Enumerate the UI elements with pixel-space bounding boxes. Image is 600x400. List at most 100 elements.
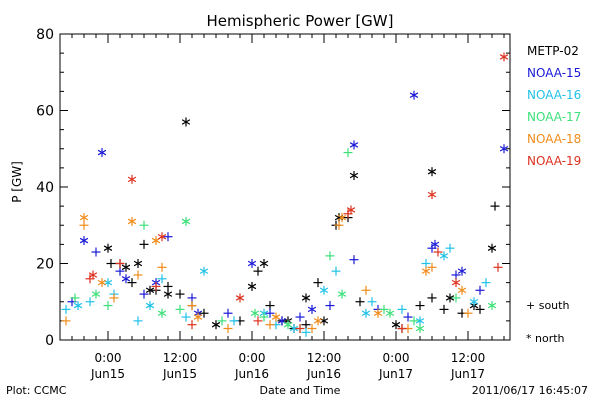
south-point <box>163 281 173 291</box>
north-point <box>103 243 113 253</box>
south-point <box>295 324 305 334</box>
south-point <box>253 266 263 276</box>
legend-item-noaa-18: NOAA-18 <box>527 132 582 146</box>
north-point <box>79 236 89 246</box>
south-point <box>445 243 455 253</box>
south-point <box>115 259 125 268</box>
x-tick-label-date: Jun17 <box>378 367 413 381</box>
south-point <box>139 239 149 249</box>
south-point <box>223 308 233 318</box>
legend-item-noaa-17: NOAA-17 <box>527 110 582 124</box>
x-tick-label-time: 12:00 <box>307 351 342 365</box>
south-point <box>451 270 461 280</box>
south-point <box>325 301 335 311</box>
south-point <box>61 304 71 314</box>
south-point <box>334 220 344 230</box>
south-point <box>361 285 371 295</box>
south-point <box>115 266 125 276</box>
north-point <box>427 167 437 177</box>
north-point <box>181 117 191 127</box>
south-point <box>133 270 143 280</box>
north-point <box>127 174 137 184</box>
south-point <box>427 262 437 272</box>
north-point <box>451 278 461 288</box>
north-point <box>301 293 311 303</box>
north-point <box>427 190 437 200</box>
south-point <box>343 148 353 158</box>
south-point <box>403 312 413 322</box>
footer-credit: Plot: CCMC <box>6 384 67 397</box>
south-point <box>307 324 317 334</box>
y-tick-label: 40 <box>36 180 54 196</box>
south-point <box>295 312 305 322</box>
north-point <box>349 140 359 150</box>
south-point <box>415 301 425 311</box>
plot-frame <box>59 33 511 341</box>
north-point <box>445 293 455 303</box>
south-point <box>433 247 443 257</box>
south-point <box>259 312 269 322</box>
y-axis-label: P [GW] <box>9 161 24 203</box>
north-point <box>499 52 509 62</box>
south-point <box>265 301 275 311</box>
south-point <box>490 201 500 211</box>
south-point <box>229 316 239 326</box>
south-point <box>181 312 191 322</box>
south-point <box>139 220 149 230</box>
south-point <box>475 285 485 295</box>
north-point <box>199 266 209 276</box>
south-point <box>79 220 89 230</box>
south-point <box>187 293 197 303</box>
north-point <box>121 262 131 272</box>
north-point <box>145 301 155 311</box>
north-point <box>319 285 329 295</box>
north-point <box>103 278 113 288</box>
south-point <box>331 266 341 276</box>
north-point <box>211 320 221 330</box>
north-point <box>349 171 359 181</box>
south-point <box>199 308 209 318</box>
x-tick-label-time: 0:00 <box>95 351 122 365</box>
south-point <box>493 262 503 272</box>
south-point <box>151 281 161 291</box>
y-tick-label: 80 <box>36 27 54 43</box>
south-point <box>91 247 101 257</box>
south-point <box>313 278 323 288</box>
north-point <box>259 259 269 268</box>
north-point <box>409 90 419 100</box>
north-point <box>439 251 449 261</box>
chart-title: Hemispheric Power [GW] <box>206 12 394 30</box>
y-tick-label: 0 <box>45 333 54 349</box>
x-tick-label-time: 0:00 <box>239 351 266 365</box>
north-point <box>157 232 167 242</box>
north-point <box>283 320 293 330</box>
north-point <box>346 205 356 215</box>
south-point <box>265 320 275 330</box>
north-point <box>181 216 191 226</box>
north-point <box>247 259 257 268</box>
south-point <box>217 316 227 326</box>
south-point <box>175 289 185 299</box>
south-point <box>61 316 71 326</box>
south-point <box>139 289 149 299</box>
x-tick-label-date: Jun16 <box>234 367 269 381</box>
north-point <box>91 289 101 299</box>
south-point <box>301 327 311 337</box>
x-tick-label-time: 0:00 <box>383 351 410 365</box>
north-point <box>469 297 479 307</box>
north-point <box>163 289 173 299</box>
x-tick-label-date: Jun15 <box>162 367 197 381</box>
south-point <box>451 293 461 303</box>
north-point <box>88 270 98 280</box>
north-point <box>415 324 425 334</box>
north-point <box>121 274 131 284</box>
south-point <box>439 304 449 314</box>
north-point <box>415 316 425 326</box>
south-point <box>187 301 197 311</box>
legend-item-noaa-19: NOAA-19 <box>527 154 582 168</box>
south-point <box>349 255 359 265</box>
south-point <box>397 324 407 334</box>
south-point <box>70 293 80 303</box>
legend-item-noaa-15: NOAA-15 <box>527 66 582 80</box>
